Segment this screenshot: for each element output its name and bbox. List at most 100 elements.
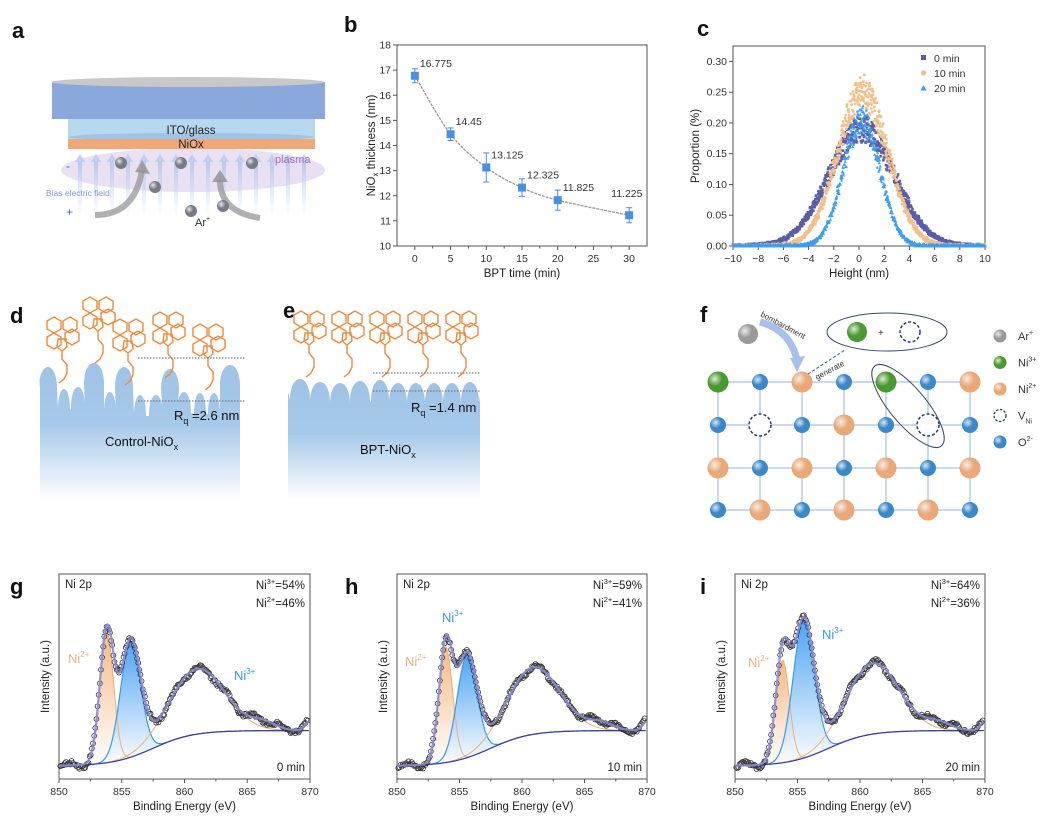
scatter-point bbox=[847, 113, 851, 117]
scatter-point bbox=[844, 113, 848, 117]
scatter-point bbox=[883, 183, 887, 187]
scatter-point bbox=[825, 225, 829, 228]
scatter-point bbox=[809, 205, 812, 209]
scatter-point bbox=[859, 119, 863, 122]
scatter-point bbox=[843, 130, 847, 134]
scatter-point bbox=[850, 138, 854, 141]
x-tick-label: 2 bbox=[881, 253, 887, 265]
roughness-label: Rq =1.4 nm bbox=[411, 400, 476, 418]
scatter-point bbox=[878, 145, 882, 149]
scatter-point bbox=[811, 204, 814, 208]
chart-g-xps: 850 855 860 865 870 Binding Energy (eV) Intens… bbox=[40, 573, 319, 813]
scatter-point bbox=[889, 167, 893, 171]
plus-sign: + bbox=[66, 205, 73, 219]
scatter-point bbox=[886, 194, 890, 198]
spectrum-title: Ni 2p bbox=[65, 579, 92, 591]
scatter-point bbox=[817, 213, 820, 217]
scatter-point bbox=[882, 156, 886, 159]
ratio-label: Ni3+=59% bbox=[593, 577, 642, 592]
scatter-point bbox=[860, 86, 864, 90]
holder-top bbox=[52, 77, 324, 87]
background-line bbox=[58, 729, 309, 767]
scatter-point bbox=[888, 202, 892, 206]
scatter-point bbox=[884, 154, 888, 158]
scatter-point bbox=[855, 126, 859, 129]
ratio-label: Ni2+=36% bbox=[931, 595, 980, 610]
scatter-point bbox=[808, 242, 812, 245]
scatter-point bbox=[910, 205, 913, 209]
field-arrow bbox=[206, 160, 210, 220]
data-point bbox=[410, 71, 419, 80]
scatter-point bbox=[858, 117, 862, 121]
scatter-point bbox=[910, 209, 914, 213]
scatter-point bbox=[823, 227, 827, 231]
scatter-point bbox=[867, 87, 870, 91]
scatter-point bbox=[816, 239, 820, 243]
scatter-point bbox=[866, 103, 870, 106]
x-tick-label: 870 bbox=[301, 786, 319, 798]
field-label: Bias electric field bbox=[46, 188, 110, 198]
x-tick-label: 10 bbox=[979, 253, 991, 265]
ratio-label: Ni2+=46% bbox=[256, 595, 305, 610]
scatter-point bbox=[865, 130, 869, 133]
ratio-label: Ni3+=54% bbox=[256, 577, 305, 592]
scatter-point bbox=[812, 209, 815, 213]
scatter-point bbox=[878, 158, 882, 162]
scatter-point bbox=[787, 237, 790, 240]
scatter-point bbox=[841, 120, 845, 124]
niox-rough-surface bbox=[39, 363, 240, 500]
scatter-point bbox=[837, 192, 841, 196]
scatter-point bbox=[823, 196, 827, 199]
scatter-point bbox=[855, 109, 859, 113]
data-label: 16.775 bbox=[420, 58, 452, 70]
scatter-point bbox=[856, 116, 860, 120]
scatter-point bbox=[896, 185, 900, 189]
scatter-point bbox=[867, 123, 870, 127]
x-tick-label: −6 bbox=[777, 253, 789, 265]
scatter-point bbox=[894, 179, 898, 182]
scatter-point bbox=[824, 179, 828, 183]
legend-label: Ar+ bbox=[1018, 330, 1033, 343]
scatter-point bbox=[869, 98, 873, 102]
trend-line bbox=[414, 75, 630, 216]
scatter-point bbox=[785, 238, 788, 242]
scatter-point bbox=[841, 136, 845, 140]
scatter-point bbox=[838, 143, 842, 147]
scatter-point bbox=[878, 164, 882, 168]
scatter-point bbox=[882, 185, 886, 189]
scatter-point bbox=[861, 106, 865, 109]
scatter-point bbox=[848, 125, 852, 129]
scatter-point bbox=[877, 161, 881, 165]
chart-b-thickness: 0 5 10 15 20 25 30 10 11 12 13 14 15 16 17 18 BPT time (… bbox=[366, 40, 648, 280]
scatter-point bbox=[865, 81, 868, 85]
scatter-point bbox=[834, 200, 838, 204]
scatter-point bbox=[861, 139, 865, 142]
scatter-point bbox=[869, 127, 873, 131]
data-point bbox=[883, 668, 889, 674]
legend-label: 10 min bbox=[934, 68, 966, 80]
legend-label: 0 min bbox=[934, 53, 960, 65]
scatter-point bbox=[831, 175, 835, 179]
plus-sign: + bbox=[878, 328, 884, 339]
scatter-point bbox=[855, 91, 858, 95]
scatter-point bbox=[854, 139, 858, 142]
scatter-point bbox=[853, 122, 857, 126]
scatter-point bbox=[841, 166, 845, 170]
spectrum-title: Ni 2p bbox=[741, 579, 768, 591]
scatter-point bbox=[899, 188, 903, 192]
scatter-point bbox=[881, 176, 885, 179]
scatter-point bbox=[889, 152, 892, 156]
fit-envelope bbox=[58, 623, 310, 767]
scatter-point bbox=[900, 187, 904, 190]
scatter-point bbox=[803, 236, 806, 240]
scatter-point bbox=[883, 144, 887, 148]
scatter-point bbox=[875, 101, 879, 105]
scatter-point bbox=[807, 216, 811, 219]
legend: Ar+ Ni3+ Ni2+ VNi O2- bbox=[993, 329, 1036, 449]
scatter-point bbox=[842, 154, 845, 157]
scatter-point bbox=[851, 115, 855, 119]
field-arrow-head bbox=[219, 154, 229, 162]
scatter-point bbox=[862, 120, 866, 123]
y-tick-label: 0.05 bbox=[707, 210, 728, 222]
scatter-point bbox=[863, 90, 867, 94]
